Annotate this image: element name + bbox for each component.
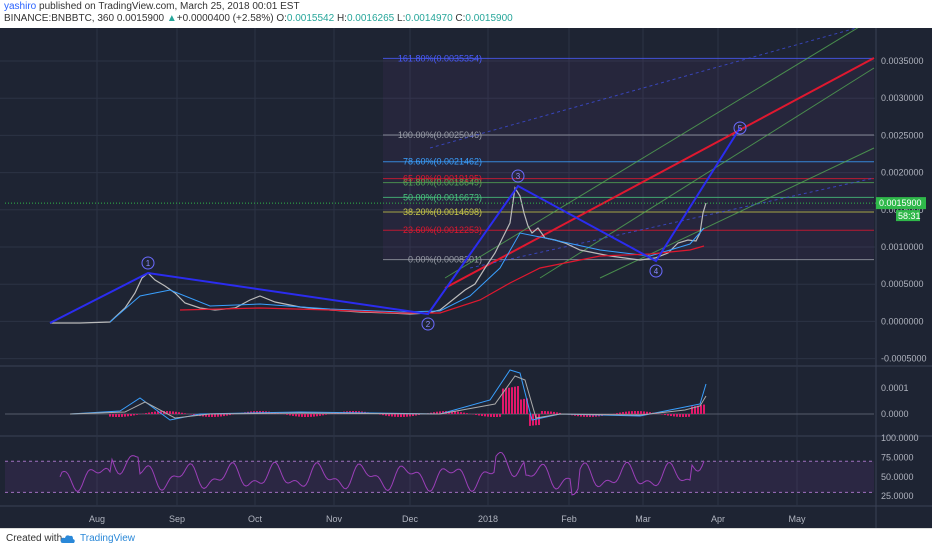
- rsi-y-tick-label: 100.0000: [881, 433, 919, 443]
- fib-level-label: 78.60%(0.0021462): [403, 157, 482, 167]
- wave-marker: [511, 169, 525, 183]
- open-value: 0.0015542: [286, 13, 335, 24]
- channel-line: [429, 28, 859, 149]
- y-tick-label: 0.0035000: [881, 56, 924, 66]
- channel-line: [539, 67, 875, 279]
- x-tick-label: Mar: [635, 514, 651, 524]
- wave-marker: [649, 264, 663, 278]
- countdown-tag: [896, 210, 920, 222]
- wave-label: 2: [426, 320, 431, 329]
- rsi-line: [59, 451, 705, 496]
- up-arrow-icon: ▲: [166, 13, 177, 24]
- created-with-label: Created with: [6, 533, 63, 544]
- y-tick-label: 0.0015000: [881, 205, 924, 215]
- trend-line: [444, 57, 875, 289]
- tradingview-cloud-icon: [60, 535, 75, 543]
- macd-y-tick-label: 0.0001: [881, 383, 909, 393]
- macd-y-tick-label: 0.0000: [881, 409, 909, 419]
- y-tick-label: -0.0005000: [881, 354, 927, 364]
- wave-label: 4: [654, 267, 659, 276]
- x-tick-label: Apr: [711, 514, 725, 524]
- channel-line: [469, 177, 875, 269]
- x-tick-label: Aug: [89, 514, 105, 524]
- signal-line: [69, 375, 707, 419]
- fib-level-label: 23.60%(0.0012253): [403, 225, 482, 235]
- price-change: +0.0000400 (+2.58%): [176, 13, 274, 24]
- last-price-value: 0.0015900: [879, 198, 922, 208]
- close-value: 0.0015900: [465, 13, 513, 24]
- fib-level-label: 61.80%(0.0018649): [403, 178, 482, 188]
- author-link[interactable]: yashiro: [4, 1, 37, 12]
- x-tick-label: Sep: [169, 514, 185, 524]
- publish-info: published on TradingView.com, March 25, …: [39, 1, 300, 12]
- rsi-y-tick-label: 25.0000: [881, 491, 914, 501]
- x-tick-label: Nov: [326, 514, 343, 524]
- x-tick-label: Dec: [402, 514, 419, 524]
- footer: Created with TradingView: [0, 528, 932, 551]
- last-price-tag: [876, 197, 926, 210]
- wave-label: 3: [516, 172, 521, 181]
- symbol-label: BINANCE:BNBBTC, 360: [4, 13, 115, 24]
- channel-line: [444, 28, 859, 279]
- x-tick-label: Oct: [248, 514, 263, 524]
- elliott-waves: 1 2 3 4 5: [49, 121, 747, 331]
- chart-canvas[interactable]: 161.80%(0.0035354) 100.00%(0.0025046) 78.6…: [0, 28, 932, 528]
- y-tick-label: 0.0010000: [881, 242, 924, 252]
- moving-average-slow: [179, 245, 705, 314]
- tradingview-brand[interactable]: TradingView: [80, 533, 136, 544]
- wave-path: [49, 127, 741, 324]
- x-tick-label: 2018: [478, 514, 498, 524]
- moving-average-fast: [109, 227, 705, 323]
- macd-line: [69, 369, 707, 421]
- fib-retracement: 161.80%(0.0035354) 100.00%(0.0025046) 78.6…: [383, 53, 874, 265]
- wave-marker: [141, 256, 155, 270]
- macd-pane: [5, 369, 874, 426]
- fib-level-label: 38.20%(0.0014698): [403, 207, 482, 217]
- wave-label: 1: [146, 259, 151, 268]
- x-tick-label: Feb: [561, 514, 577, 524]
- y-tick-label: 0.0025000: [881, 130, 924, 140]
- y-tick-label: 0.0005000: [881, 279, 924, 289]
- wave-label: 5: [738, 124, 743, 133]
- high-value: 0.0016265: [346, 13, 395, 24]
- trend-channels: [429, 28, 875, 289]
- fib-level-label: 0.00%(0.0008301): [408, 255, 482, 265]
- fib-level-label: 161.80%(0.0035354): [398, 53, 482, 63]
- last-price: 0.0015900: [116, 13, 165, 24]
- fib-level-label: 50.00%(0.0016673): [403, 192, 482, 202]
- rsi-band: [5, 461, 874, 493]
- chart-background: [0, 28, 932, 528]
- chart-header: yashiro published on TradingView.com, Ma…: [0, 0, 932, 28]
- price-series: [5, 186, 876, 324]
- low-value: 0.0014970: [405, 13, 453, 24]
- countdown-value: 58:31: [898, 211, 921, 221]
- publish-line: yashiro published on TradingView.com, Ma…: [4, 1, 300, 12]
- y-tick-label: 0.0020000: [881, 168, 924, 178]
- wave-marker: [421, 317, 435, 331]
- rsi-y-tick-label: 75.0000: [881, 452, 914, 462]
- wave-marker: [733, 121, 747, 135]
- y-tick-label: 0.0030000: [881, 93, 924, 103]
- rsi-pane: [5, 451, 874, 496]
- x-tick-label: May: [788, 514, 806, 524]
- ohlc-line: BINANCE:BNBBTC, 360 0.0015900 ▲+0.000040…: [4, 13, 513, 24]
- fib-level-label: 100.00%(0.0025046): [398, 130, 482, 140]
- y-tick-label: 0.0000000: [881, 316, 924, 326]
- fib-level-label: 65.00%(0.0019195): [403, 174, 482, 184]
- axes: Aug Sep Oct Nov Dec 2018 Feb Mar Apr May 0.0035000…: [89, 56, 927, 524]
- rsi-y-tick-label: 50.0000: [881, 472, 914, 482]
